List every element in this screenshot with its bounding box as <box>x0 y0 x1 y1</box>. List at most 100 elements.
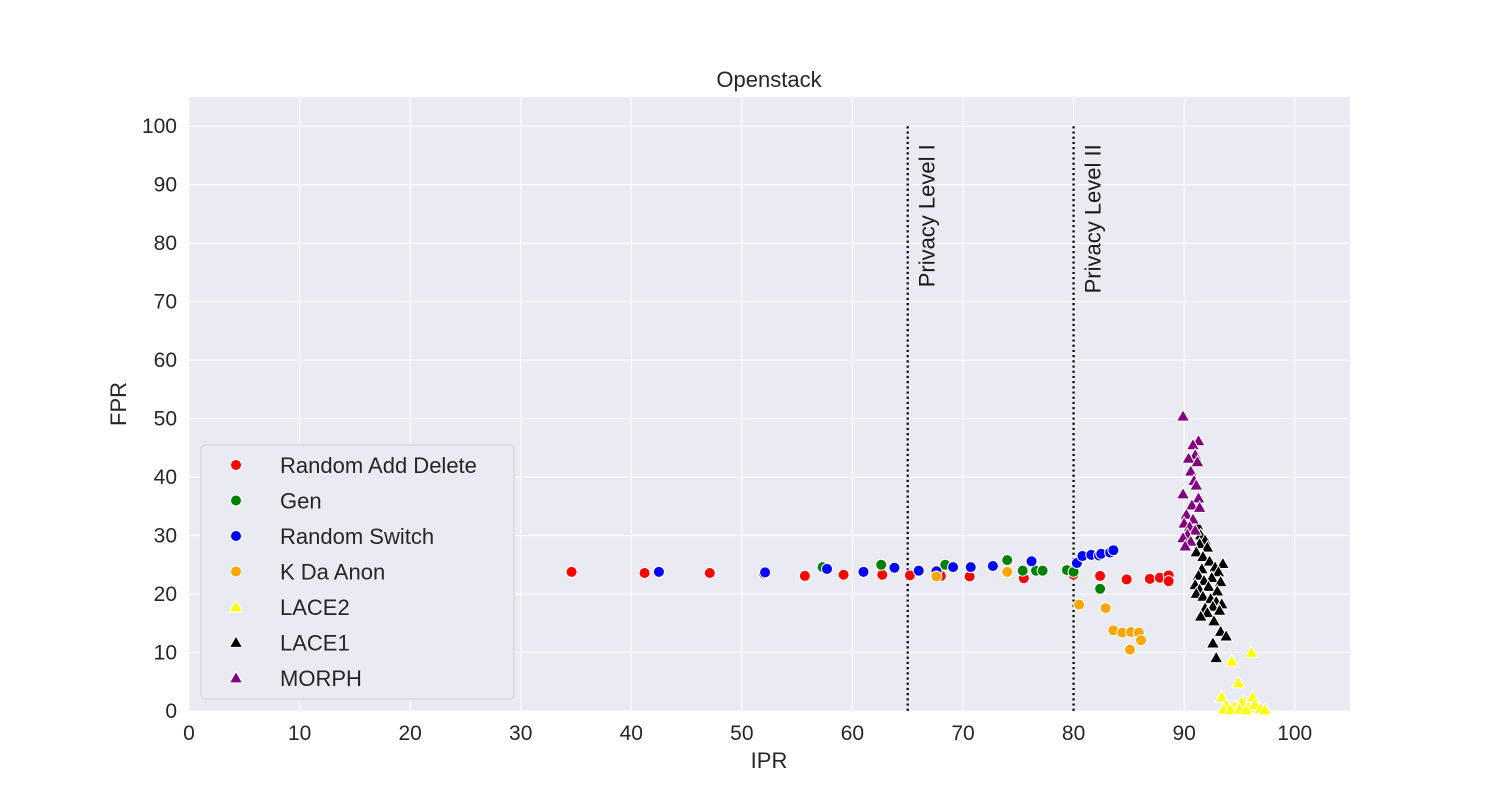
lace1-point <box>1212 602 1227 616</box>
legend-label: Gen <box>280 489 322 514</box>
x-tick-label: 100 <box>1277 722 1312 745</box>
gen-point <box>1001 554 1014 567</box>
x-tick-label: 60 <box>841 722 864 745</box>
x-tick-label: 70 <box>951 722 974 745</box>
data-points <box>565 408 1273 716</box>
lace1-point <box>1205 635 1221 649</box>
random-switch-point <box>964 561 977 574</box>
x-tick-label: 30 <box>509 722 532 745</box>
random-switch-point <box>857 565 870 578</box>
k-da-anon-point <box>1001 565 1014 578</box>
y-tick-label: 0 <box>165 700 177 723</box>
random-add-delete-point <box>837 568 850 581</box>
morph-point <box>1190 454 1205 468</box>
morph-point <box>1185 437 1201 451</box>
random-switch-point <box>652 565 665 578</box>
x-tick-label: 0 <box>183 722 195 745</box>
lace2-point <box>1224 653 1240 667</box>
legend: Random Add Delete Gen Random Switch K Da An… <box>200 444 515 700</box>
morph-point <box>1177 538 1193 552</box>
x-axis-label: IPR <box>751 748 788 773</box>
legend-label: Random Add Delete <box>280 453 477 478</box>
k-da-anon-point <box>1135 634 1148 647</box>
y-tick-label: 20 <box>154 583 177 606</box>
lace1-point <box>1205 598 1221 612</box>
y-tick-label: 40 <box>154 466 177 489</box>
random-switch-point <box>759 566 772 579</box>
morph-point <box>1184 497 1200 511</box>
morph-point <box>1175 408 1191 422</box>
k-da-anon-point <box>1123 643 1136 656</box>
lace2-point <box>1257 702 1273 716</box>
lace1-point <box>1195 588 1211 602</box>
legend-marker <box>228 634 244 648</box>
random-add-delete-point <box>703 566 716 579</box>
random-switch-point <box>888 561 901 574</box>
y-tick-label: 10 <box>154 642 177 665</box>
random-switch-point <box>1025 555 1038 568</box>
y-tick-label: 80 <box>154 232 177 255</box>
lace1-point <box>1193 608 1209 622</box>
random-add-delete-point <box>798 569 811 582</box>
lace2-point <box>1244 645 1259 658</box>
y-tick-label: 60 <box>154 349 177 372</box>
random-switch-point <box>947 561 960 574</box>
morph-point <box>1192 499 1207 513</box>
random-switch-point <box>986 559 999 572</box>
lace1-point <box>1195 549 1211 562</box>
morph-point <box>1188 477 1204 491</box>
lace1-point <box>1202 553 1217 567</box>
gen-point <box>1094 582 1107 595</box>
lace1-point <box>1209 583 1225 597</box>
lace2-point <box>1238 702 1254 716</box>
lace1-point <box>1200 539 1215 553</box>
legend-label: MORPH <box>280 666 362 691</box>
morph-point <box>1187 522 1203 536</box>
x-tick-labels: 0 10 20 30 40 50 60 70 80 90 100 <box>183 722 1312 745</box>
gen-point <box>875 558 888 571</box>
x-tick-label: 20 <box>398 722 421 745</box>
legend-marker <box>228 599 244 613</box>
lace2-point <box>1214 689 1230 703</box>
legend-marker <box>228 670 244 684</box>
y-tick-label: 90 <box>154 174 177 197</box>
random-add-delete-point <box>565 565 578 578</box>
lace1-point <box>1201 578 1216 592</box>
x-tick-label: 50 <box>730 722 753 745</box>
y-tick-label: 70 <box>154 291 177 314</box>
random-switch-point <box>912 564 925 577</box>
random-add-delete-point <box>1120 573 1133 586</box>
random-add-delete-point <box>876 568 889 581</box>
chart-title: Openstack <box>716 67 822 92</box>
y-tick-labels: 0 10 20 30 40 50 60 70 80 90 100 <box>142 115 177 723</box>
random-switch-point <box>820 562 833 575</box>
y-axis-label: FPR <box>106 382 131 426</box>
random-add-delete-point <box>1094 569 1107 582</box>
lace2-point <box>1230 675 1246 689</box>
legend-marker <box>230 494 242 507</box>
morph-point <box>1178 507 1194 520</box>
random-switch-point <box>1107 544 1120 557</box>
x-tick-label: 80 <box>1062 722 1085 745</box>
k-da-anon-point <box>1073 598 1086 611</box>
lace1-point <box>1188 544 1204 558</box>
legend-label: LACE2 <box>280 595 350 620</box>
legend-marker <box>230 459 242 471</box>
k-da-anon-point <box>930 570 943 583</box>
x-tick-label: 40 <box>620 722 643 745</box>
random-add-delete-point <box>1143 572 1156 585</box>
x-tick-label: 90 <box>1172 722 1195 745</box>
x-tick-label: 10 <box>288 722 311 745</box>
lace1-point <box>1211 564 1226 578</box>
gen-point <box>1016 564 1029 577</box>
reference-lines: Privacy Level I Privacy Level II <box>906 126 1106 711</box>
k-da-anon-point <box>1099 602 1112 615</box>
gen-point <box>1036 564 1049 577</box>
lace1-point <box>1218 628 1234 642</box>
random-add-delete-point <box>638 566 651 579</box>
y-tick-label: 50 <box>154 408 177 431</box>
legend-marker <box>230 565 242 578</box>
privacy-level-label: Privacy Level II <box>1081 144 1106 293</box>
lace1-point <box>1215 556 1231 570</box>
